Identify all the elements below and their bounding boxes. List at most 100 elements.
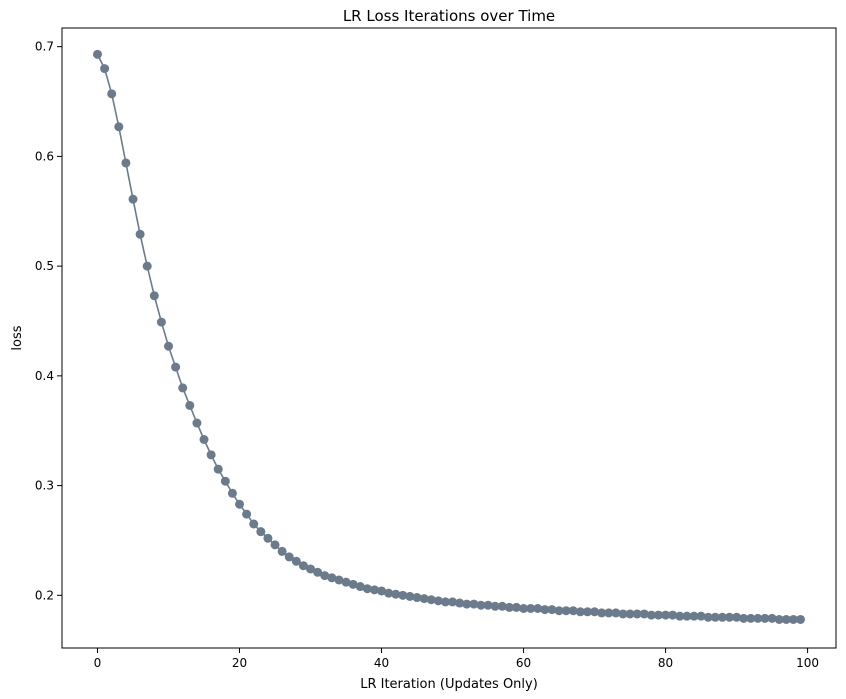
y-tick-label: 0.3 <box>35 479 54 493</box>
data-point <box>114 122 124 132</box>
data-point <box>511 602 521 612</box>
data-point <box>199 435 209 445</box>
data-point <box>156 317 166 327</box>
data-point <box>270 540 280 550</box>
data-point <box>568 606 578 616</box>
x-tick-label: 40 <box>374 656 389 670</box>
data-point <box>618 609 628 619</box>
data-point <box>348 579 358 589</box>
data-point <box>369 585 379 595</box>
data-point <box>320 571 330 581</box>
data-point <box>483 600 493 610</box>
data-point <box>93 49 103 59</box>
data-point <box>440 597 450 607</box>
data-point <box>135 229 145 239</box>
data-point <box>490 601 500 611</box>
data-point <box>448 597 458 607</box>
x-tick-label: 100 <box>796 656 819 670</box>
data-point <box>412 593 422 603</box>
data-point <box>192 418 202 428</box>
data-point <box>377 586 387 596</box>
data-point <box>788 614 798 624</box>
data-point <box>760 613 770 623</box>
x-tick-label: 20 <box>232 656 247 670</box>
data-point <box>419 594 429 604</box>
x-axis-label: LR Iteration (Updates Only) <box>360 677 538 692</box>
y-tick-label: 0.4 <box>35 369 54 383</box>
data-point <box>171 362 181 372</box>
data-point <box>675 611 685 621</box>
data-point <box>327 573 337 583</box>
plot-area <box>93 49 805 624</box>
x-tick-label: 80 <box>658 656 673 670</box>
data-point <box>604 608 614 618</box>
data-point <box>426 595 436 605</box>
data-point <box>597 608 607 618</box>
data-point <box>405 591 415 601</box>
data-point <box>334 575 344 585</box>
data-point <box>362 584 372 594</box>
data-point <box>753 613 763 623</box>
data-point <box>263 533 273 543</box>
y-tick-label: 0.2 <box>35 588 54 602</box>
data-point <box>689 611 699 621</box>
data-point <box>632 609 642 619</box>
data-point <box>526 603 536 613</box>
data-point <box>149 291 159 301</box>
data-point <box>639 609 649 619</box>
data-point <box>795 614 805 624</box>
data-point <box>724 612 734 622</box>
data-point <box>384 588 394 598</box>
data-point <box>121 158 131 168</box>
data-point <box>469 599 479 609</box>
data-point <box>256 527 266 537</box>
y-tick-label: 0.7 <box>35 40 54 54</box>
data-point <box>710 612 720 622</box>
data-point <box>561 606 571 616</box>
data-point <box>732 612 742 622</box>
data-point <box>235 499 245 509</box>
data-point <box>284 552 294 562</box>
data-point <box>206 450 216 460</box>
plot-frame <box>61 27 837 649</box>
x-tick-label: 0 <box>94 656 102 670</box>
data-point <box>476 600 486 610</box>
data-point <box>355 582 365 592</box>
data-point <box>661 610 671 620</box>
data-point <box>227 488 237 498</box>
data-point <box>249 519 259 529</box>
chart-title: LR Loss Iterations over Time <box>343 7 555 25</box>
data-point <box>781 614 791 624</box>
data-point <box>625 609 635 619</box>
data-point <box>554 606 564 616</box>
data-point <box>668 610 678 620</box>
data-point <box>455 598 465 608</box>
data-point <box>107 89 117 99</box>
data-point <box>142 261 152 271</box>
x-tick-label: 60 <box>516 656 531 670</box>
data-point <box>291 556 301 566</box>
data-point <box>746 613 756 623</box>
data-point <box>341 577 351 587</box>
data-point <box>582 607 592 617</box>
data-point <box>185 400 195 410</box>
data-point <box>391 589 401 599</box>
data-point <box>767 613 777 623</box>
data-point <box>164 341 174 351</box>
data-point <box>696 611 706 621</box>
data-point <box>646 610 656 620</box>
data-point <box>128 194 138 204</box>
data-point <box>519 603 529 613</box>
data-point <box>575 607 585 617</box>
data-point <box>739 613 749 623</box>
data-point <box>433 596 443 606</box>
data-point <box>547 605 557 615</box>
data-point <box>462 599 472 609</box>
data-point <box>504 602 514 612</box>
data-point <box>100 64 110 74</box>
data-point <box>277 546 287 556</box>
y-tick-label: 0.6 <box>35 149 54 163</box>
data-point <box>178 383 188 393</box>
data-point <box>242 509 252 519</box>
